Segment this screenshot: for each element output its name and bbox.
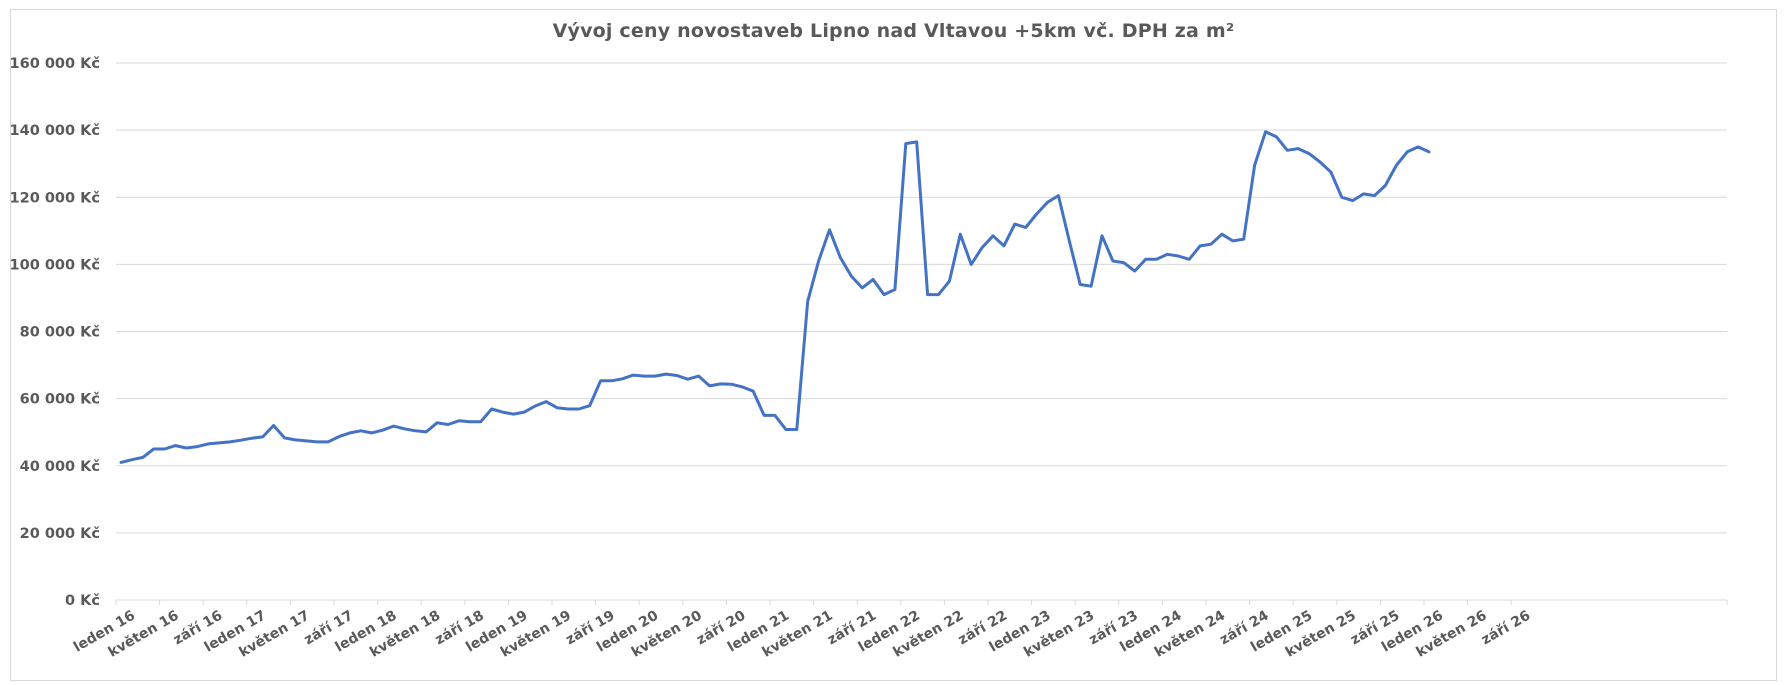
chart-title: Vývoj ceny novostaveb Lipno nad Vltavou … xyxy=(552,20,1235,42)
y-tick-label: 160 000 Kč xyxy=(10,56,100,72)
y-tick-label: 100 000 Kč xyxy=(10,257,100,273)
y-tick-label: 20 000 Kč xyxy=(20,526,100,542)
y-axis-labels: 0 Kč 20 000 Kč 40 000 Kč 60 000 Kč 80 000 Kč… xyxy=(10,56,100,609)
y-tick-label: 80 000 Kč xyxy=(20,325,100,341)
y-tick-label: 120 000 Kč xyxy=(10,190,100,206)
y-tick-label: 40 000 Kč xyxy=(20,459,100,475)
y-tick-label: 0 Kč xyxy=(65,593,100,609)
y-tick-label: 140 000 Kč xyxy=(10,123,100,139)
x-tick-label: září 26 xyxy=(1479,608,1533,649)
chart-area xyxy=(10,9,1777,681)
y-tick-label: 60 000 Kč xyxy=(20,392,100,408)
gridlines xyxy=(116,62,1727,601)
price-series-line xyxy=(119,130,1431,464)
